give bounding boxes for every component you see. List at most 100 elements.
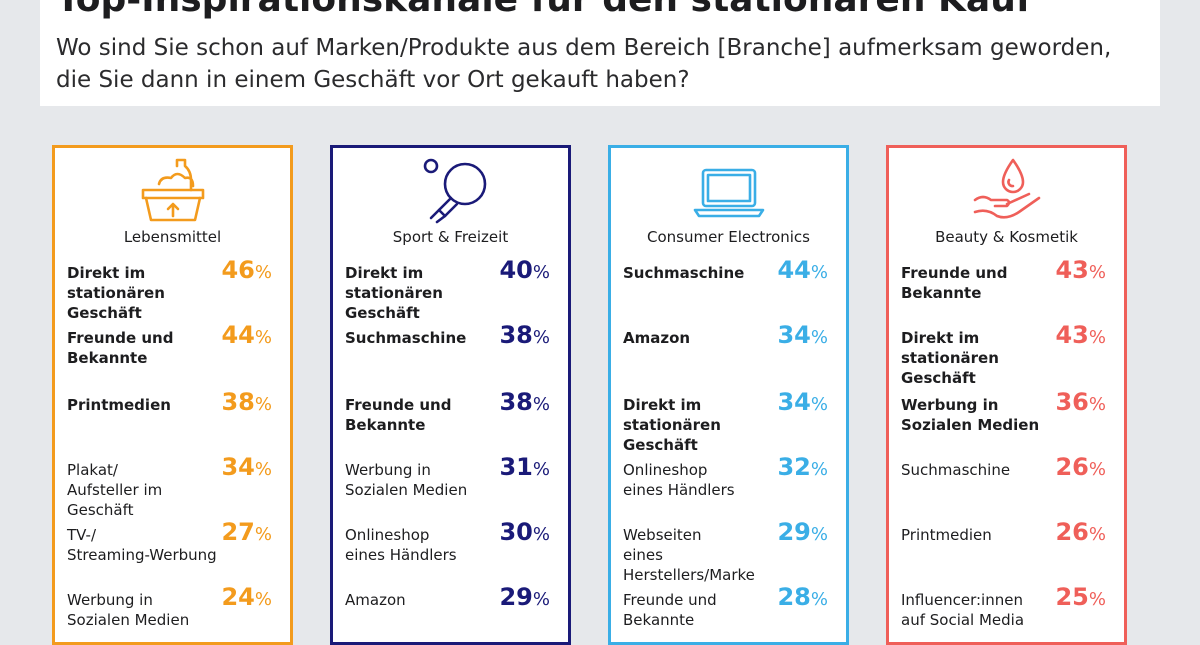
row-label: Direkt im stationären Geschäft [623,396,721,454]
row-label: Werbung in Sozialen Medien [901,396,1040,434]
percent-sign: % [810,524,828,545]
table-row: Freunde und Bekannte 43% [901,256,1116,307]
category-title: Beauty & Kosmetik [935,228,1078,246]
row-value-number: 34 [777,388,811,416]
row-value: 26% [1055,453,1106,481]
row-value: 36% [1055,388,1106,416]
category-card-2: Sport & Freizeit Direkt im stationären Ge… [330,145,571,645]
row-label: Onlineshop eines Händlers [623,461,735,499]
percent-sign: % [810,327,828,348]
row-label: Suchmaschine [901,461,1011,479]
row-value: 38% [221,388,272,416]
category-title: Sport & Freizeit [392,228,509,246]
basket-icon [55,154,290,228]
table-row: TV-/ Streaming-Werbung 27% [67,518,282,569]
percent-sign: % [810,589,828,610]
table-row: Direkt im stationären Geschäft 40% [345,256,560,322]
row-value: 44% [221,321,272,349]
row-value-number: 34 [777,321,811,349]
category-card-4: Beauty & Kosmetik Freunde und Bekannte 43%… [886,145,1127,645]
row-value-number: 26 [1055,518,1089,546]
table-row: Webseiten eines Herstellers/Marke 29% [623,518,838,584]
row-value-number: 38 [221,388,255,416]
percent-sign: % [254,589,272,610]
table-row: Plakat/ Aufsteller im Geschäft 34% [67,453,282,519]
table-row: Freunde und Bekannte 28% [623,583,838,634]
row-value: 30% [499,518,550,546]
percent-sign: % [254,327,272,348]
row-label: Direkt im stationären Geschäft [67,264,165,322]
table-row: Direkt im stationären Geschäft 43% [901,321,1116,387]
percent-sign: % [1088,589,1106,610]
row-label: Printmedien [901,526,992,544]
table-row: Influencer:innen auf Social Media 25% [901,583,1116,634]
row-label: Plakat/ Aufsteller im Geschäft [67,461,163,519]
table-row: Werbung in Sozialen Medien 24% [67,583,282,634]
percent-sign: % [810,262,828,283]
percent-sign: % [1088,524,1106,545]
row-label: Suchmaschine [345,329,467,347]
table-row: Printmedien 38% [67,388,282,439]
row-label: Werbung in Sozialen Medien [345,461,468,499]
row-value-number: 36 [1055,388,1089,416]
row-label: Direkt im stationären Geschäft [345,264,443,322]
table-row: Direkt im stationären Geschäft 34% [623,388,838,454]
row-label: Onlineshop eines Händlers [345,526,457,564]
row-value-number: 29 [777,518,811,546]
percent-sign: % [254,524,272,545]
table-row: Direkt im stationären Geschäft 46% [67,256,282,322]
row-value: 28% [777,583,828,611]
row-value-number: 26 [1055,453,1089,481]
percent-sign: % [532,262,550,283]
row-value-number: 44 [221,321,255,349]
row-value-number: 24 [221,583,255,611]
row-label: Freunde und Bekannte [345,396,452,434]
percent-sign: % [254,459,272,480]
table-row: Werbung in Sozialen Medien 36% [901,388,1116,439]
row-label: Freunde und Bekannte [67,329,174,367]
category-card-1: Lebensmittel Direkt im stationären Geschä… [52,145,293,645]
row-value-number: 27 [221,518,255,546]
percent-sign: % [532,524,550,545]
row-value-number: 28 [777,583,811,611]
row-value: 27% [221,518,272,546]
percent-sign: % [532,327,550,348]
table-row: Suchmaschine 44% [623,256,838,307]
row-label: Influencer:innen auf Social Media [901,591,1025,629]
category-title: Consumer Electronics [646,228,810,246]
row-value: 29% [777,518,828,546]
percent-sign: % [1088,262,1106,283]
row-label: Webseiten eines Herstellers/Marke [623,526,755,584]
hand-drop-icon [889,154,1124,228]
percent-sign: % [810,459,828,480]
row-value-number: 29 [499,583,533,611]
row-value: 34% [777,321,828,349]
table-row: Onlineshop eines Händlers 32% [623,453,838,504]
row-value: 24% [221,583,272,611]
row-value: 34% [221,453,272,481]
table-row: Onlineshop eines Händlers 30% [345,518,560,569]
row-label: Amazon [345,591,406,609]
table-row: Werbung in Sozialen Medien 31% [345,453,560,504]
chart-title: Top-Inspirationskanäle für den stationär… [56,0,1031,22]
row-label: Direkt im stationären Geschäft [901,329,999,387]
percent-sign: % [532,589,550,610]
category-title: Lebensmittel [123,228,222,246]
row-value-number: 44 [777,256,811,284]
percent-sign: % [532,459,550,480]
row-value: 29% [499,583,550,611]
percent-sign: % [810,394,828,415]
row-value: 25% [1055,583,1106,611]
percent-sign: % [532,394,550,415]
table-row: Suchmaschine 26% [901,453,1116,504]
row-value-number: 25 [1055,583,1089,611]
row-label: Freunde und Bekannte [901,264,1008,302]
percent-sign: % [254,394,272,415]
row-value-number: 38 [499,321,533,349]
row-label: Freunde und Bekannte [623,591,717,629]
row-value: 43% [1055,256,1106,284]
row-value-number: 46 [221,256,255,284]
row-value-number: 34 [221,453,255,481]
row-value: 46% [221,256,272,284]
laptop-icon [611,154,846,228]
